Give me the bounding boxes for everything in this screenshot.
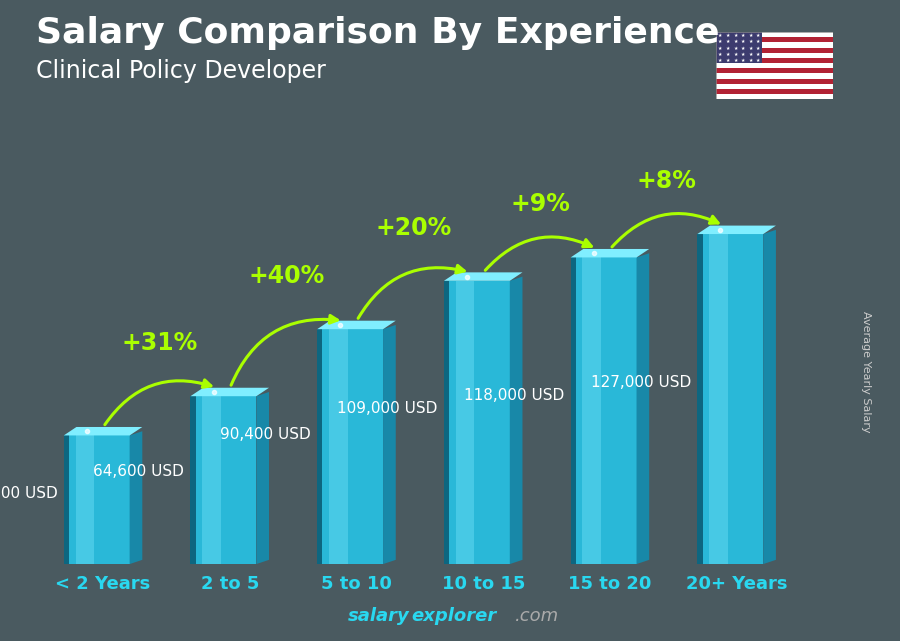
Text: Salary Comparison By Experience: Salary Comparison By Experience bbox=[36, 16, 719, 50]
Bar bbox=[202, 396, 220, 564]
Text: salary: salary bbox=[347, 607, 410, 625]
Text: ★: ★ bbox=[749, 58, 752, 63]
Text: ★: ★ bbox=[756, 39, 760, 44]
Bar bbox=[716, 63, 832, 69]
Text: ★: ★ bbox=[741, 33, 745, 38]
Bar bbox=[571, 258, 576, 564]
Text: ★: ★ bbox=[718, 46, 723, 51]
Bar bbox=[76, 435, 94, 564]
Polygon shape bbox=[191, 388, 269, 396]
Polygon shape bbox=[509, 277, 523, 564]
Polygon shape bbox=[317, 320, 396, 329]
Text: ★: ★ bbox=[718, 33, 723, 38]
Text: ★: ★ bbox=[749, 52, 752, 56]
Text: ★: ★ bbox=[756, 58, 760, 63]
Polygon shape bbox=[636, 253, 649, 564]
Text: +20%: +20% bbox=[375, 215, 452, 240]
Text: ★: ★ bbox=[725, 52, 730, 56]
Text: ★: ★ bbox=[734, 46, 738, 51]
Text: ★: ★ bbox=[734, 58, 738, 63]
Text: 127,000 USD: 127,000 USD bbox=[590, 375, 691, 390]
Text: +9%: +9% bbox=[510, 192, 571, 216]
Polygon shape bbox=[130, 431, 142, 564]
Bar bbox=[329, 329, 347, 564]
Polygon shape bbox=[698, 226, 776, 234]
Bar bbox=[191, 396, 195, 564]
Polygon shape bbox=[256, 392, 269, 564]
Bar bbox=[364, 329, 383, 564]
Bar bbox=[64, 435, 69, 564]
Bar bbox=[110, 435, 130, 564]
Polygon shape bbox=[64, 427, 142, 435]
Text: +31%: +31% bbox=[122, 331, 198, 355]
Text: 64,600 USD: 64,600 USD bbox=[94, 464, 184, 479]
Text: ★: ★ bbox=[718, 58, 723, 63]
Bar bbox=[455, 281, 474, 564]
Bar bbox=[444, 281, 449, 564]
Text: 49,500 USD: 49,500 USD bbox=[0, 486, 58, 501]
Text: ★: ★ bbox=[756, 46, 760, 51]
Text: ★: ★ bbox=[725, 33, 730, 38]
Text: ★: ★ bbox=[734, 39, 738, 44]
Text: +40%: +40% bbox=[248, 264, 325, 288]
Bar bbox=[716, 53, 832, 58]
Bar bbox=[317, 329, 322, 564]
Bar bbox=[616, 258, 636, 564]
Text: 109,000 USD: 109,000 USD bbox=[338, 401, 437, 416]
Bar bbox=[449, 281, 490, 564]
Text: ★: ★ bbox=[741, 46, 745, 51]
Polygon shape bbox=[571, 249, 649, 258]
Bar bbox=[237, 396, 256, 564]
Bar bbox=[322, 329, 364, 564]
Text: .com: .com bbox=[515, 607, 559, 625]
Bar bbox=[716, 32, 832, 37]
Text: explorer: explorer bbox=[411, 607, 497, 625]
Text: ★: ★ bbox=[734, 52, 738, 56]
Bar bbox=[716, 32, 762, 63]
Bar bbox=[698, 234, 703, 564]
Bar bbox=[716, 42, 832, 47]
Polygon shape bbox=[383, 325, 396, 564]
Bar bbox=[716, 94, 832, 99]
Bar bbox=[582, 258, 601, 564]
Text: ★: ★ bbox=[718, 39, 723, 44]
Polygon shape bbox=[763, 230, 776, 564]
Text: ★: ★ bbox=[749, 46, 752, 51]
Text: Clinical Policy Developer: Clinical Policy Developer bbox=[36, 59, 326, 83]
Bar bbox=[716, 74, 832, 79]
Bar bbox=[709, 234, 728, 564]
Text: ★: ★ bbox=[725, 46, 730, 51]
Bar bbox=[716, 84, 832, 89]
Text: ★: ★ bbox=[725, 58, 730, 63]
Bar bbox=[195, 396, 237, 564]
Text: ★: ★ bbox=[725, 39, 730, 44]
Text: ★: ★ bbox=[749, 39, 752, 44]
Text: ★: ★ bbox=[741, 58, 745, 63]
Bar bbox=[69, 435, 110, 564]
Text: ★: ★ bbox=[741, 39, 745, 44]
Polygon shape bbox=[444, 272, 523, 281]
Text: Average Yearly Salary: Average Yearly Salary bbox=[860, 311, 871, 433]
Text: ★: ★ bbox=[718, 52, 723, 56]
Text: ★: ★ bbox=[734, 33, 738, 38]
Bar bbox=[490, 281, 509, 564]
Text: ★: ★ bbox=[756, 33, 760, 38]
Text: ★: ★ bbox=[756, 52, 760, 56]
Text: ★: ★ bbox=[749, 33, 752, 38]
Bar bbox=[576, 258, 616, 564]
Text: +8%: +8% bbox=[637, 169, 697, 193]
Text: 90,400 USD: 90,400 USD bbox=[220, 428, 310, 442]
Bar bbox=[743, 234, 763, 564]
Text: ★: ★ bbox=[741, 52, 745, 56]
Bar bbox=[703, 234, 743, 564]
Text: 118,000 USD: 118,000 USD bbox=[464, 388, 564, 403]
